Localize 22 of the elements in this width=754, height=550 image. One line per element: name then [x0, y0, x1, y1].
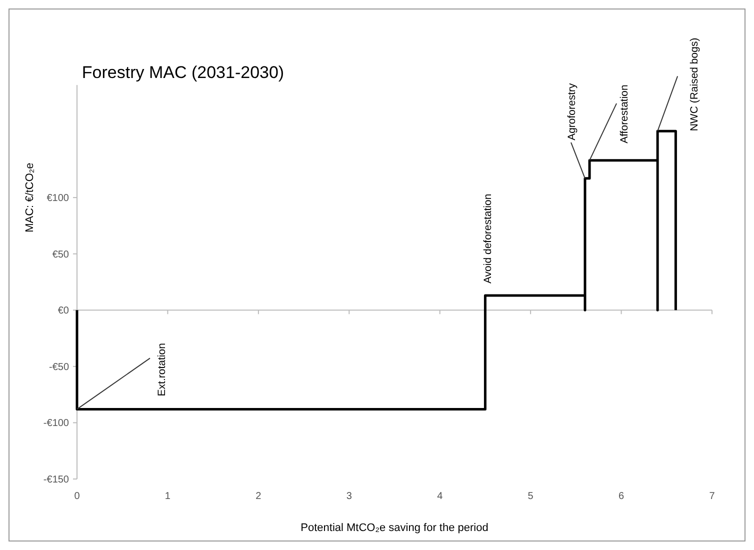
x-tick-label: 1: [164, 491, 171, 502]
y-tick-label: -€100: [43, 418, 70, 430]
annotation: Avoid deforestation: [482, 194, 494, 284]
y-tick-label: €100: [46, 193, 70, 204]
x-tick-label: 5: [528, 491, 534, 502]
y-tick-label: -€150: [43, 474, 70, 486]
annotation: NWC (Raised bogs): [688, 38, 701, 132]
x-tick-label: 4: [437, 491, 444, 502]
x-axis-title: Potential MtCO₂e saving for the period: [300, 522, 488, 534]
y-axis-title: MAC: €/tCO₂e: [24, 162, 36, 232]
chart-title: Forestry MAC (2031-2030): [82, 63, 284, 82]
x-tick-label: 3: [346, 491, 352, 502]
annotation: Afforestation: [618, 84, 631, 144]
y-tick-label: -€50: [48, 362, 70, 373]
x-tick-label: 6: [618, 491, 625, 502]
y-tick-label: €0: [58, 306, 70, 317]
y-tick-label: €50: [52, 249, 70, 260]
x-tick-label: 0: [74, 491, 80, 502]
annotation: Ext.rotation: [156, 342, 168, 396]
annotation: Agroforestry: [566, 82, 578, 140]
x-tick-label: 2: [256, 491, 262, 502]
x-tick-label: 7: [709, 491, 716, 502]
